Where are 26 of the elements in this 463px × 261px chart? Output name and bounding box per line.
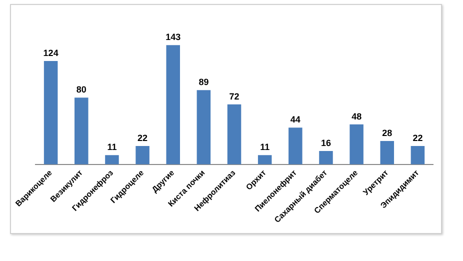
bar xyxy=(105,155,119,164)
data-label: 89 xyxy=(198,77,209,88)
data-label: 11 xyxy=(260,142,270,152)
data-label: 16 xyxy=(320,138,331,148)
bar xyxy=(227,104,242,164)
bar xyxy=(319,150,333,164)
data-label: 80 xyxy=(76,84,86,95)
data-label: 11 xyxy=(107,142,117,152)
bar xyxy=(44,60,58,164)
data-label: 44 xyxy=(290,114,300,125)
data-label: 22 xyxy=(138,132,148,143)
bar xyxy=(196,90,211,164)
bar xyxy=(380,140,394,164)
bar xyxy=(74,98,88,164)
data-label: 28 xyxy=(382,128,392,138)
data-label: 143 xyxy=(166,32,181,42)
bar xyxy=(350,124,364,164)
data-label: 124 xyxy=(43,48,58,58)
bar xyxy=(410,146,425,164)
bar xyxy=(136,146,150,164)
data-label: 48 xyxy=(352,111,362,122)
data-label: 22 xyxy=(412,132,423,143)
bar xyxy=(258,155,272,164)
data-label: 72 xyxy=(229,91,240,102)
bar xyxy=(166,45,180,164)
bar xyxy=(288,128,302,164)
